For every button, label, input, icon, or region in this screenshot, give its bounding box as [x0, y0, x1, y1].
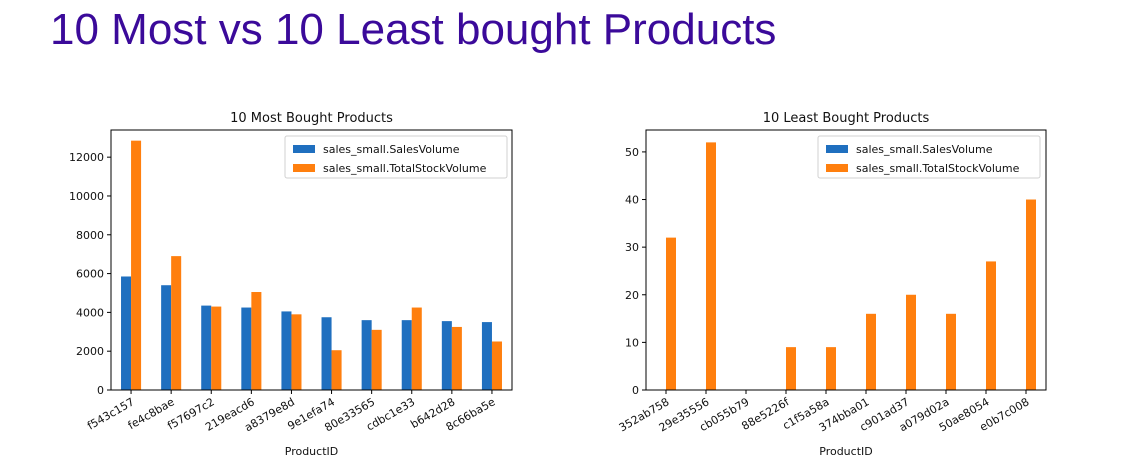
- chart1-bar-sales-0: [121, 276, 132, 390]
- chart1-bar-stock-2: [211, 306, 222, 390]
- page-title: 10 Most vs 10 Least bought Products: [50, 5, 777, 54]
- chart1-bar-stock-9: [491, 341, 502, 390]
- chart1-title: 10 Most Bought Products: [230, 111, 393, 126]
- chart2-bar-stock-5: [866, 313, 876, 390]
- chart1-bar-sales-5: [321, 317, 332, 390]
- chart1-ytick-label-6: 12000: [69, 151, 104, 164]
- chart2-ytick-label-2: 20: [625, 289, 639, 302]
- chart1-ytick-label-5: 10000: [69, 190, 104, 203]
- chart2-bar-stock-3: [786, 347, 796, 390]
- chart2-bar-stock-7: [946, 313, 956, 390]
- chart2-legend-swatch-1: [826, 164, 848, 172]
- chart1-xlabel: ProductID: [285, 445, 338, 458]
- chart2-ytick-label-0: 0: [632, 384, 639, 397]
- chart1-bar-stock-6: [371, 329, 382, 390]
- chart2-ytick-label-1: 10: [625, 336, 639, 349]
- chart1-legend-swatch-0: [293, 145, 315, 153]
- chart2-title: 10 Least Bought Products: [763, 111, 930, 126]
- chart1-bar-sales-2: [201, 305, 212, 390]
- chart1-ytick-label-1: 2000: [76, 345, 104, 358]
- chart2-legend-box: [817, 135, 1041, 179]
- chart1-bar-stock-1: [171, 256, 182, 390]
- chart1-ytick-label-4: 8000: [76, 229, 104, 242]
- chart1-legend-label-0: sales_small.SalesVolume: [323, 143, 460, 156]
- chart1-bar-sales-9: [481, 322, 492, 390]
- chart1-bar-sales-8: [441, 321, 452, 390]
- chart2-bar-stock-0: [666, 237, 676, 390]
- chart2-legend-label-1: sales_small.TotalStockVolume: [856, 162, 1020, 175]
- chart2-bar-stock-4: [826, 347, 836, 390]
- chart1-bar-sales-3: [241, 307, 252, 390]
- chart1-bar-stock-5: [331, 350, 342, 390]
- chart2-plot-frame: [645, 129, 1047, 391]
- chart1-legend-box: [284, 135, 508, 179]
- chart1-ytick-label-0: 0: [97, 384, 104, 397]
- chart2-legend-swatch-0: [826, 145, 848, 153]
- chart2-bar-stock-8: [986, 261, 996, 390]
- chart2-bar-stock-1: [706, 142, 716, 390]
- chart1-legend-label-1: sales_small.TotalStockVolume: [323, 162, 487, 175]
- chart2-ytick-label-5: 50: [625, 146, 639, 159]
- chart1-bar-stock-7: [411, 307, 422, 390]
- chart2-legend-label-0: sales_small.SalesVolume: [856, 143, 993, 156]
- chart1-bar-stock-0: [131, 140, 142, 390]
- chart2-bar-stock-9: [1026, 199, 1036, 390]
- chart2-ytick-label-4: 40: [625, 194, 639, 207]
- chart1-legend-swatch-1: [293, 164, 315, 172]
- chart1-ytick-label-2: 4000: [76, 306, 104, 319]
- chart1-bar-sales-6: [361, 320, 372, 390]
- chart1-bar-sales-1: [161, 285, 172, 390]
- chart2-ytick-label-3: 30: [625, 241, 639, 254]
- chart2-bar-stock-6: [906, 294, 916, 390]
- chart1-plot-frame: [110, 129, 513, 391]
- chart1-bar-stock-3: [251, 292, 262, 390]
- chart1-bar-stock-4: [291, 314, 302, 390]
- chart1-bar-sales-7: [401, 320, 412, 390]
- chart1-bar-stock-8: [451, 326, 462, 390]
- chart1-bar-sales-4: [281, 311, 292, 390]
- chart1-ytick-label-3: 6000: [76, 268, 104, 281]
- chart2-xlabel: ProductID: [819, 445, 872, 458]
